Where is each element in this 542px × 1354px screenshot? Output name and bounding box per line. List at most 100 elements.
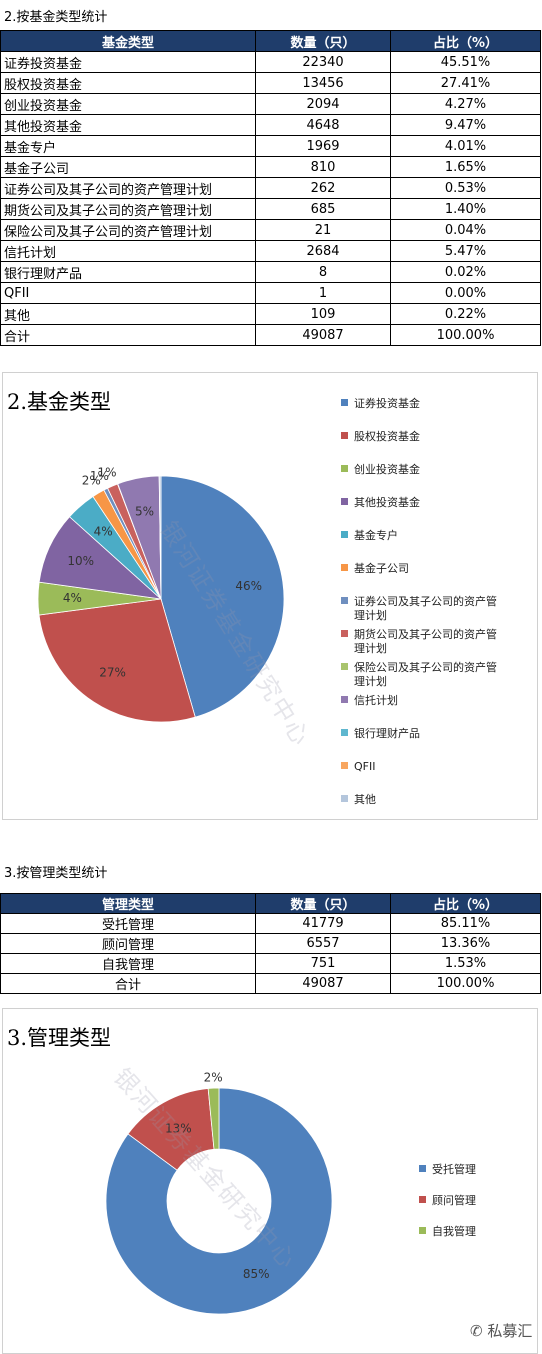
- header-cell: 占比（%）: [390, 893, 541, 914]
- cell: 45.51%: [390, 51, 541, 73]
- cell: 751: [255, 953, 391, 974]
- cell: 银行理财产品: [0, 261, 256, 283]
- cell: 9.47%: [390, 114, 541, 136]
- cell: 0.22%: [390, 303, 541, 325]
- data-label: 10%: [67, 554, 94, 568]
- legend-item: 其他: [341, 793, 506, 807]
- header-row: 管理类型 数量（只） 占比（%）: [0, 893, 541, 914]
- legend-item: 信托计划: [341, 694, 506, 708]
- section-title: 3.按管理类型统计: [4, 866, 108, 881]
- data-label: 4%: [94, 524, 113, 538]
- legend-label: 创业投资基金: [354, 463, 420, 476]
- cell: 1.65%: [390, 156, 541, 178]
- cell: 109: [255, 303, 391, 325]
- cell: 0.53%: [390, 177, 541, 199]
- cell: 262: [255, 177, 391, 199]
- legend-swatch: [341, 498, 348, 505]
- row: 基金子公司 810 1.65%: [0, 156, 541, 178]
- slice: [158, 475, 162, 600]
- slice: [160, 475, 285, 718]
- cell: 13.36%: [390, 933, 541, 954]
- legend-item: 基金专户: [341, 529, 506, 543]
- row: 顾问管理 6557 13.36%: [0, 933, 541, 954]
- legend-swatch: [341, 663, 348, 670]
- row: 基金专户 1969 4.01%: [0, 135, 541, 157]
- cell: 1.40%: [390, 198, 541, 220]
- legend-swatch: [341, 795, 348, 802]
- cell: 810: [255, 156, 391, 178]
- legend-swatch: [341, 729, 348, 736]
- legend-item: QFII: [341, 760, 506, 774]
- cell: 41779: [255, 913, 391, 934]
- footer-logo: ✆ 私募汇: [470, 1322, 533, 1340]
- cell: 5.47%: [390, 240, 541, 262]
- cell: 1: [255, 282, 391, 304]
- legend-swatch: [341, 432, 348, 439]
- data-label: 1%: [97, 466, 116, 480]
- cell: 21: [255, 219, 391, 241]
- cell: 其他投资基金: [0, 114, 256, 136]
- row: QFII 1 0.00%: [0, 282, 541, 304]
- legend-swatch: [419, 1227, 426, 1234]
- cell: 100.00%: [390, 973, 541, 994]
- row: 其他 109 0.22%: [0, 303, 541, 325]
- cell: 13456: [255, 72, 391, 94]
- legend-label: 基金子公司: [354, 562, 409, 575]
- legend-label: 顾问管理: [432, 1194, 476, 1207]
- legend-item: 股权投资基金: [341, 430, 506, 444]
- legend-swatch: [341, 465, 348, 472]
- legend-item: 证券公司及其子公司的资产管理计划: [341, 595, 506, 623]
- legend-swatch: [419, 1196, 426, 1203]
- legend-label: 期货公司及其子公司的资产管理计划: [354, 628, 497, 655]
- row: 信托计划 2684 5.47%: [0, 240, 541, 262]
- data-label: 2%: [82, 474, 101, 488]
- row: 其他投资基金 4648 9.47%: [0, 114, 541, 136]
- cell: 685: [255, 198, 391, 220]
- data-label: 13%: [165, 1122, 192, 1136]
- cell: 4.27%: [390, 93, 541, 115]
- slice: [105, 1087, 333, 1315]
- slice: [38, 598, 196, 723]
- legend-item: 基金子公司: [341, 562, 506, 576]
- cell: QFII: [0, 282, 256, 304]
- cell: 基金专户: [0, 135, 256, 157]
- cell: 基金子公司: [0, 156, 256, 178]
- cell: 期货公司及其子公司的资产管理计划: [0, 198, 256, 220]
- data-label: 85%: [243, 1267, 270, 1281]
- legend-label: 信托计划: [354, 694, 398, 707]
- header-cell: 基金类型: [0, 30, 256, 52]
- chart-title: 2.基金类型: [7, 390, 111, 414]
- slice: [207, 1087, 220, 1150]
- legend-label: 证券投资基金: [354, 397, 420, 410]
- cell: 证券公司及其子公司的资产管理计划: [0, 177, 256, 199]
- legend-label: 基金专户: [354, 529, 398, 542]
- cell: 0.00%: [390, 282, 541, 304]
- legend-label: 自我管理: [432, 1225, 476, 1238]
- row: 期货公司及其子公司的资产管理计划 685 1.40%: [0, 198, 541, 220]
- cell: 1969: [255, 135, 391, 157]
- header-cell: 占比（%）: [390, 30, 541, 52]
- cell: 100.00%: [390, 324, 541, 346]
- row: 合计 49087 100.00%: [0, 973, 541, 994]
- donut-chart: 3.管理类型 85% 13% 2% 受托管理 顾问管理 自我管理 银河证券基金研究中心: [2, 1008, 538, 1354]
- row: 证券投资基金 22340 45.51%: [0, 51, 541, 73]
- legend-swatch: [341, 597, 348, 604]
- legend-label: 证券公司及其子公司的资产管理计划: [354, 595, 497, 622]
- legend-item: 期货公司及其子公司的资产管理计划: [341, 628, 506, 656]
- cell: 4.01%: [390, 135, 541, 157]
- legend-swatch: [419, 1165, 426, 1172]
- data-label: 4%: [63, 591, 82, 605]
- section-title: 2.按基金类型统计: [4, 10, 108, 25]
- cell: 股权投资基金: [0, 72, 256, 94]
- cell: 合计: [0, 324, 256, 346]
- legend-swatch: [341, 762, 348, 769]
- cell: 证券投资基金: [0, 51, 256, 73]
- data-label: 27%: [99, 666, 126, 680]
- pie-chart: 2.基金类型 46% 27% 4% 10% 4% 2% 1% 1% 5% 证券投资基金 股权投资基金创…: [2, 372, 538, 820]
- cell: 保险公司及其子公司的资产管理计划: [0, 219, 256, 241]
- legend-swatch: [341, 564, 348, 571]
- cell: 合计: [0, 973, 256, 994]
- cell: 1.53%: [390, 953, 541, 974]
- row: 自我管理 751 1.53%: [0, 953, 541, 974]
- legend-item: 创业投资基金: [341, 463, 506, 477]
